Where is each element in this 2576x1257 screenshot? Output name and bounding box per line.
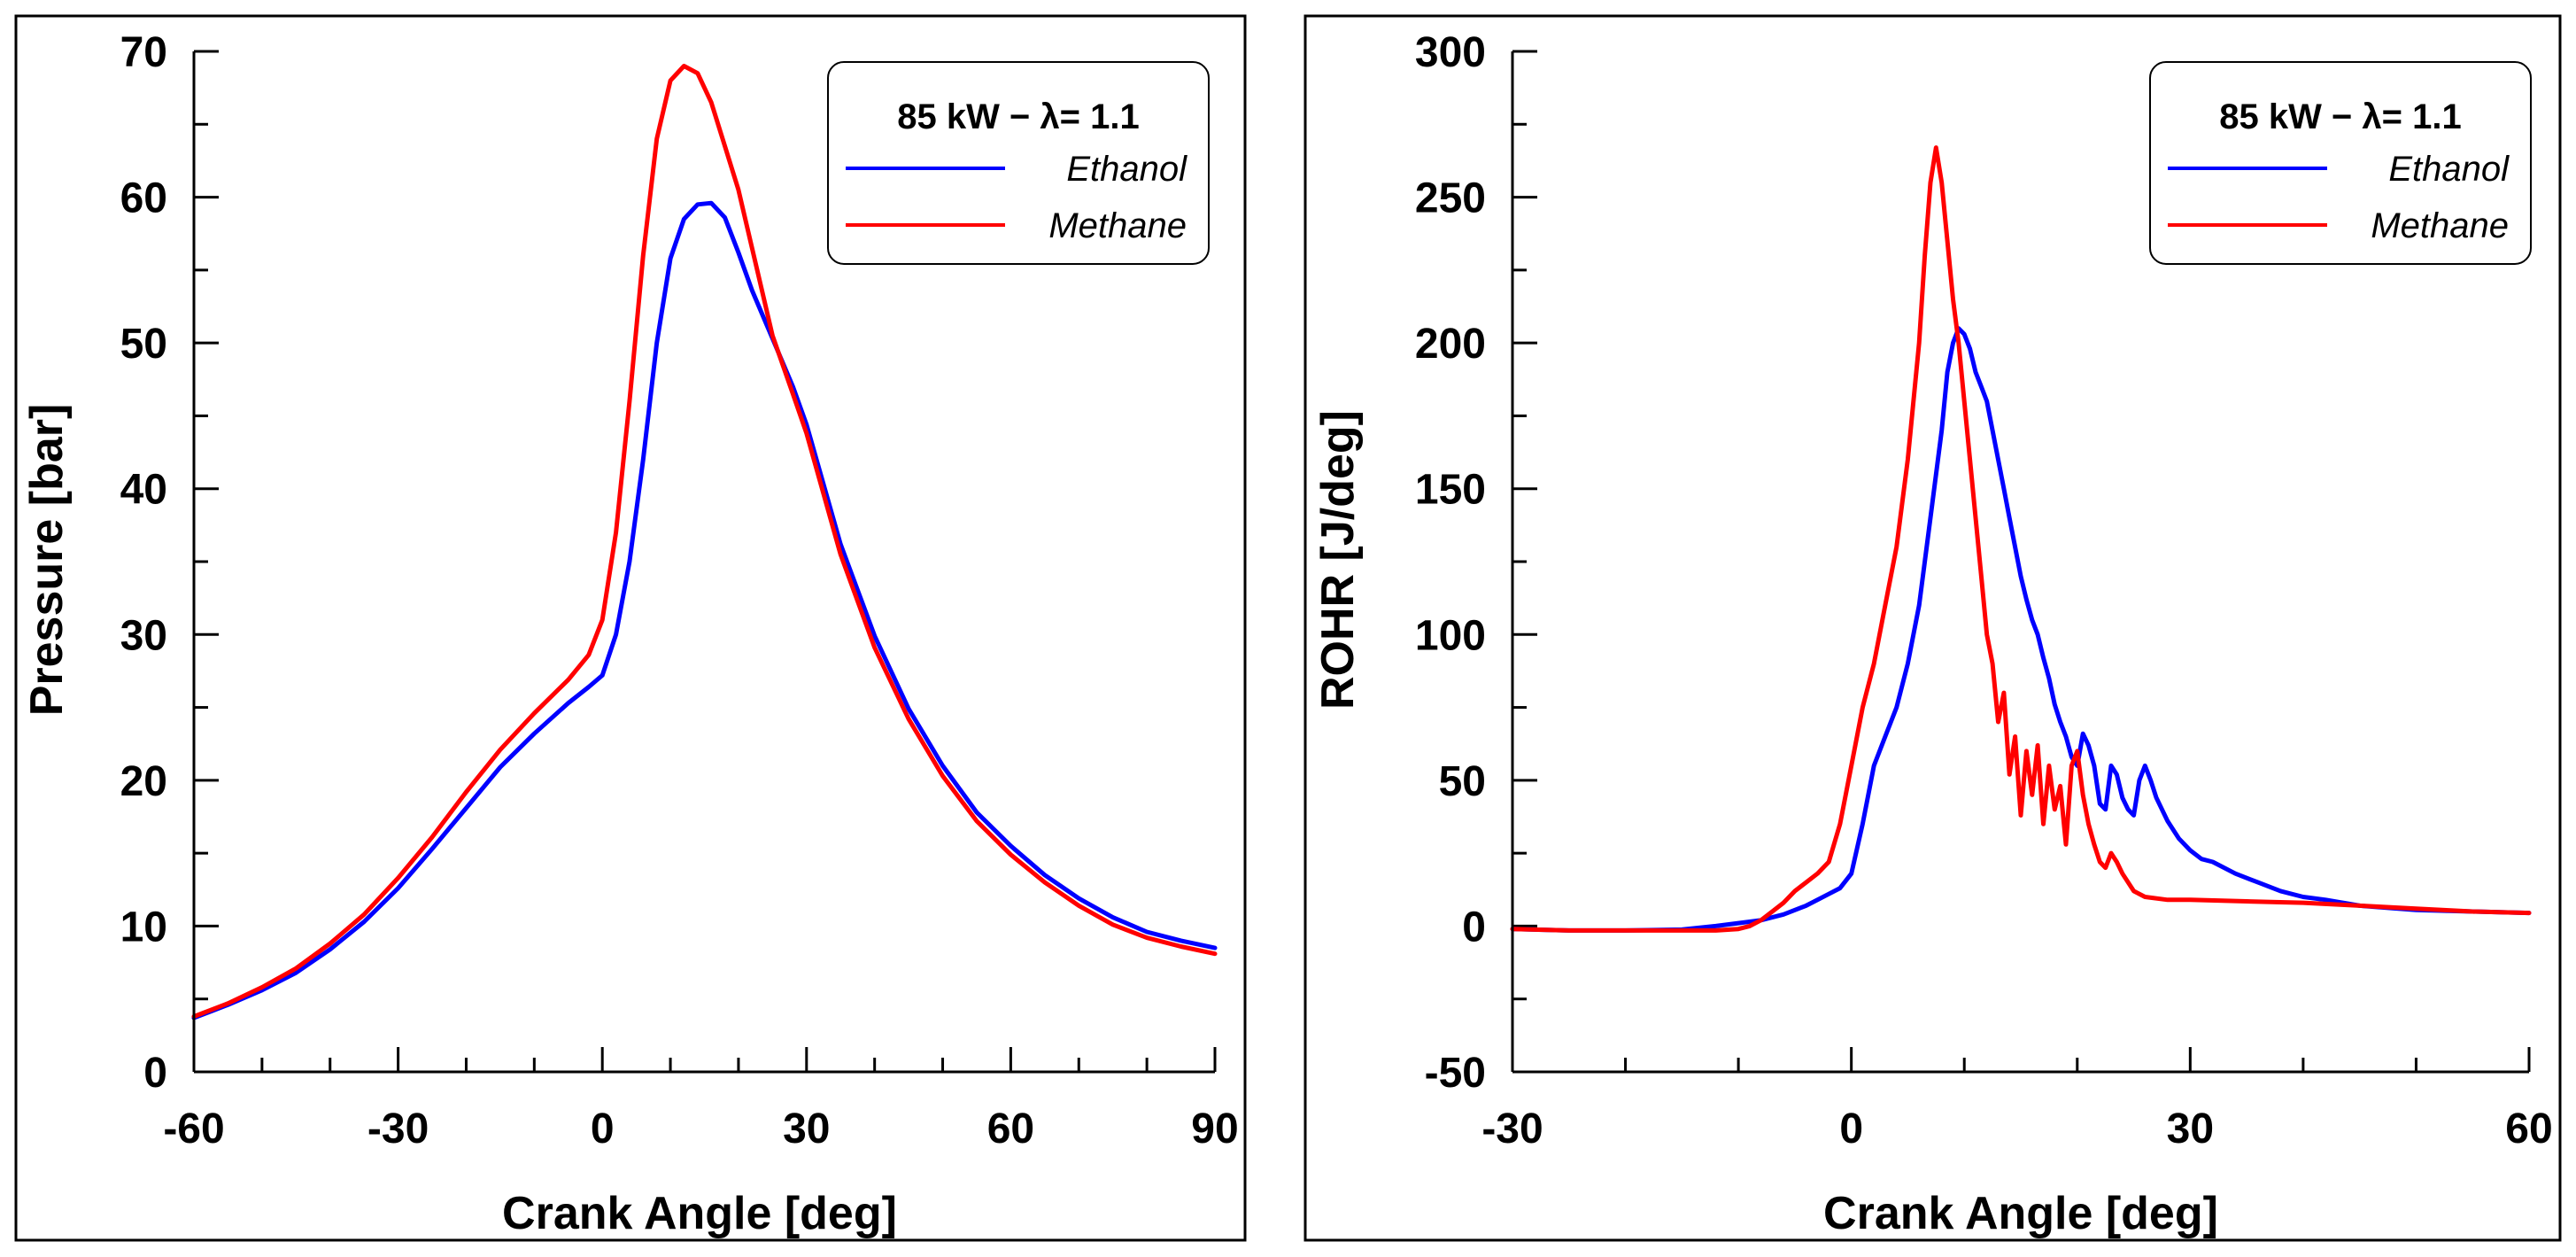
y-tick-label: 200 xyxy=(1415,321,1486,368)
y-tick-label: 300 xyxy=(1415,29,1486,76)
y-tick-label: 0 xyxy=(1462,904,1486,951)
y-tick-label: 30 xyxy=(120,612,167,659)
legend-box xyxy=(2149,61,2532,265)
y-tick-label: 60 xyxy=(120,175,167,222)
legend: 85 kW − λ= 1.1 Ethanol Methane xyxy=(827,61,1210,265)
rohr-chart: -30 0 30 60 -50 0 50 100 150 200 250 300 Crank Angl… xyxy=(1303,14,2562,1242)
y-tick-label: 40 xyxy=(120,467,167,514)
legend-label-ethanol: Ethanol xyxy=(1066,150,1187,189)
series-line-methane xyxy=(191,64,1218,1019)
x-axis-title: Crank Angle [deg] xyxy=(502,1188,897,1239)
y-tick-label: 100 xyxy=(1415,612,1486,659)
y-tick-label: 10 xyxy=(120,904,167,951)
pressure-tick-labels: -60 -30 0 30 60 90 0 10 20 30 40 50 60 70 xyxy=(120,29,1239,1152)
x-tick-label: -30 xyxy=(367,1106,429,1152)
rohr-tick-labels: -30 0 30 60 -50 0 50 100 150 200 250 300 xyxy=(1415,29,2553,1152)
x-tick-label: 0 xyxy=(591,1106,615,1152)
x-tick-label: 60 xyxy=(2505,1106,2552,1152)
y-tick-label: 150 xyxy=(1415,467,1486,514)
x-tick-label: 0 xyxy=(1839,1106,1863,1152)
x-axis-title: Crank Angle [deg] xyxy=(1823,1188,2218,1239)
y-tick-label: 250 xyxy=(1415,175,1486,222)
legend-title: 85 kW − λ= 1.1 xyxy=(2219,97,2462,136)
x-tick-label: -60 xyxy=(163,1106,224,1152)
y-tick-label: 50 xyxy=(1439,758,1486,805)
legend-label-methane: Methane xyxy=(2371,206,2509,245)
rohr-ticks xyxy=(1511,50,2531,1074)
y-tick-label: 50 xyxy=(120,321,167,368)
series-line-methane xyxy=(1510,145,2532,933)
y-axis-title: ROHR [J/deg] xyxy=(1312,410,1364,710)
y-tick-label: 20 xyxy=(120,758,167,805)
x-tick-label: 30 xyxy=(2167,1106,2214,1152)
legend-box xyxy=(827,61,1210,265)
pressure-chart: -60 -30 0 30 60 90 0 10 20 30 40 50 60 70 Crank Angle… xyxy=(14,14,1247,1242)
pressure-series xyxy=(191,64,1218,1020)
legend-label-methane: Methane xyxy=(1048,206,1187,245)
x-tick-label: -30 xyxy=(1481,1106,1543,1152)
x-tick-label: 30 xyxy=(783,1106,830,1152)
legend-title: 85 kW − λ= 1.1 xyxy=(897,97,1140,136)
y-tick-label: 70 xyxy=(120,29,167,76)
series-line-ethanol xyxy=(191,200,1218,1020)
y-axis-title: Pressure [bar] xyxy=(21,404,73,717)
rohr-series xyxy=(1510,145,2532,933)
legend: 85 kW − λ= 1.1 Ethanol Methane xyxy=(2149,61,2532,265)
series-line-ethanol xyxy=(1510,326,2532,933)
y-tick-label: 0 xyxy=(143,1050,167,1097)
x-tick-label: 90 xyxy=(1191,1106,1238,1152)
x-tick-label: 60 xyxy=(987,1106,1034,1152)
legend-label-ethanol: Ethanol xyxy=(2388,150,2510,189)
y-tick-label: -50 xyxy=(1425,1050,1486,1097)
